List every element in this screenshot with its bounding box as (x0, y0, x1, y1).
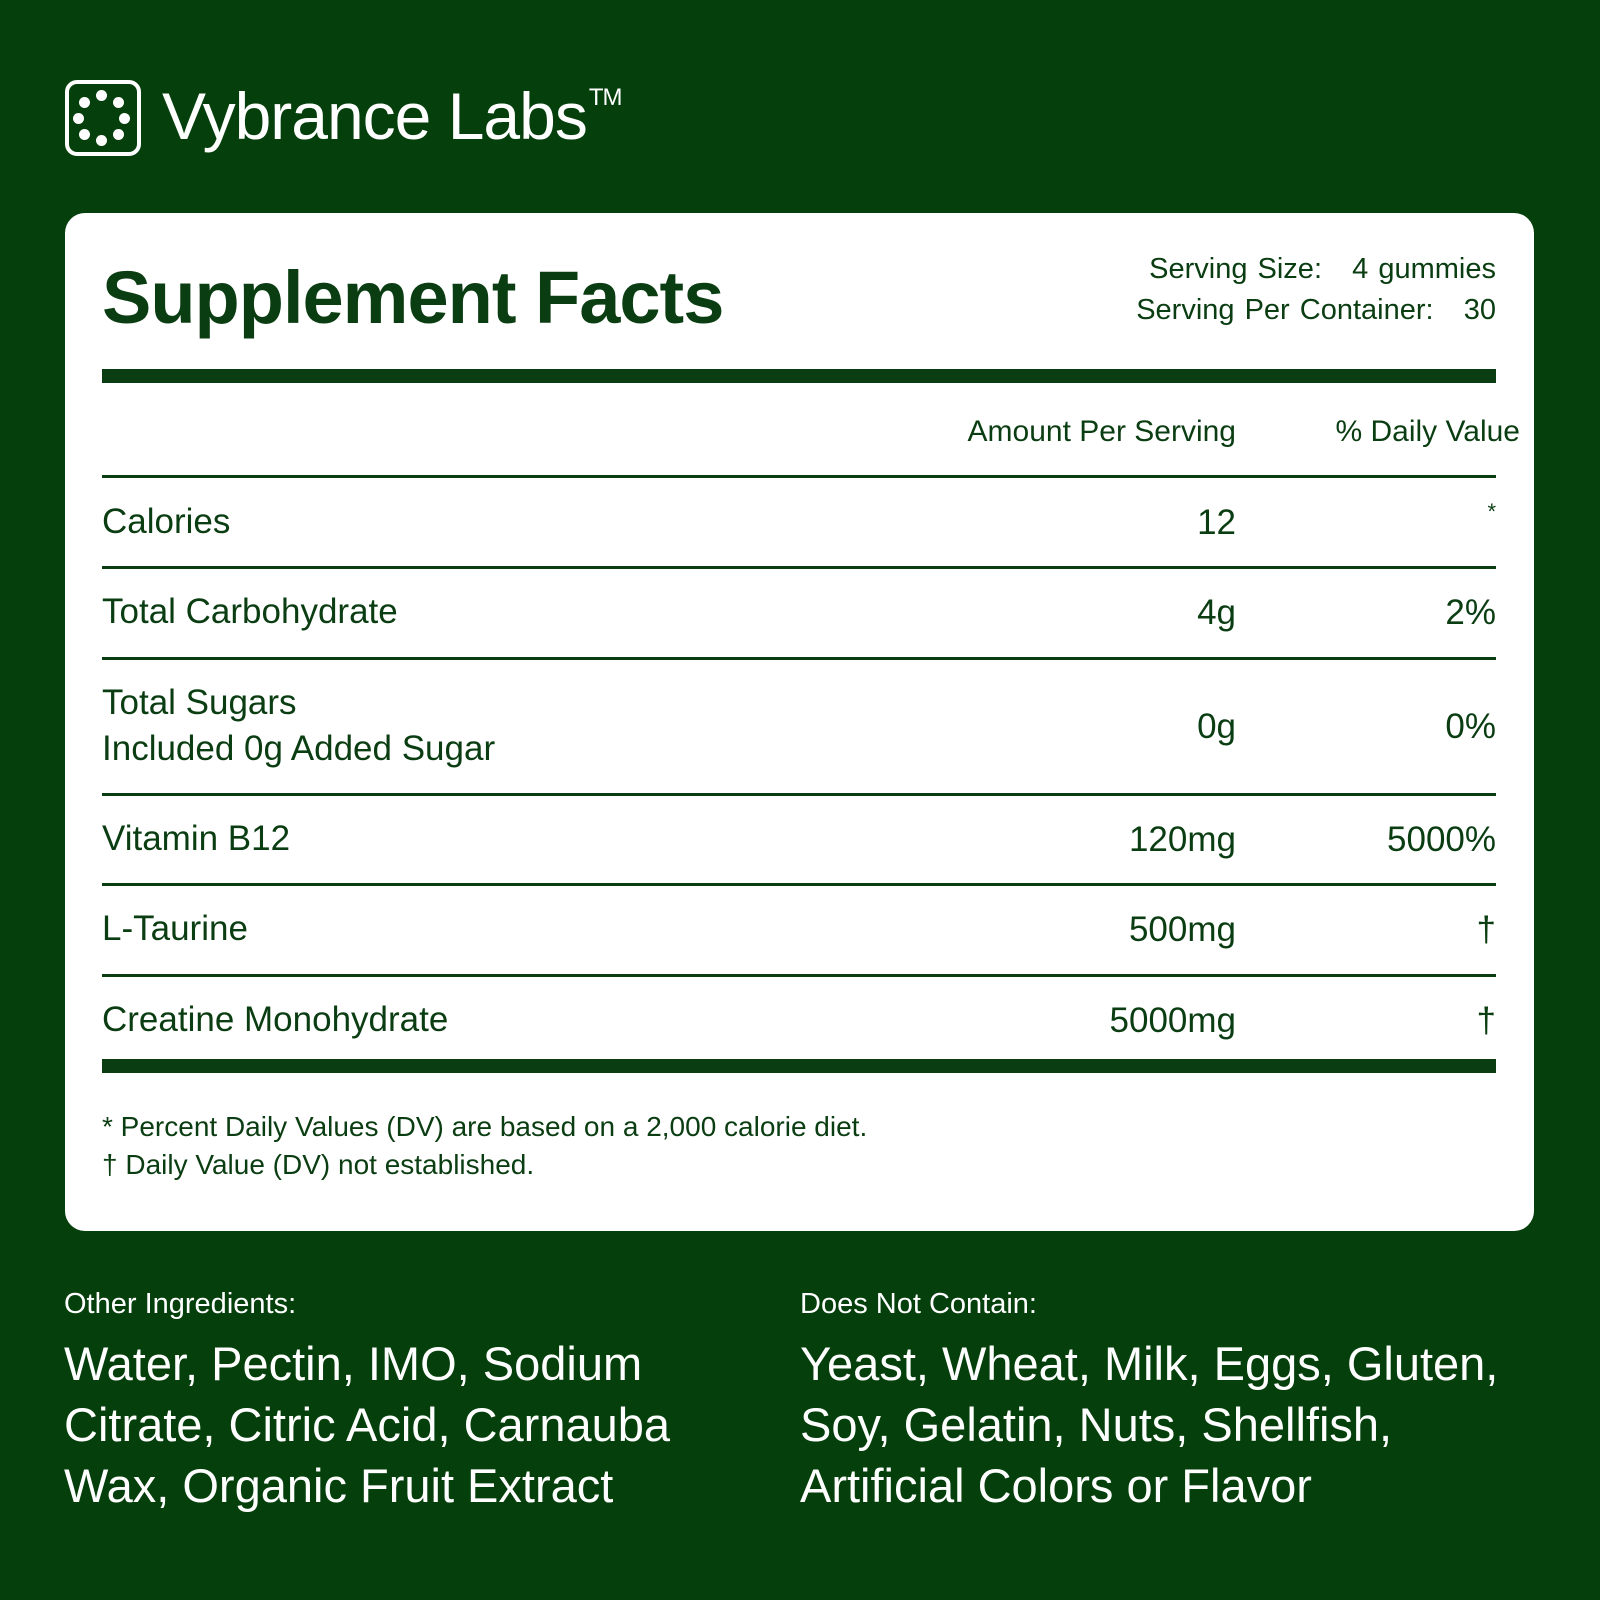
divider (102, 793, 1496, 796)
row-amount: 0g (1197, 707, 1236, 746)
row-amount: 12 (1197, 503, 1236, 542)
row-dv: * (1487, 499, 1496, 524)
row-amount: 5000mg (1109, 1001, 1236, 1040)
row-dv: † (1476, 910, 1496, 949)
row-dv: † (1476, 1001, 1496, 1040)
divider-thick (102, 369, 1496, 383)
row-dv: 5000% (1387, 820, 1496, 859)
supplement-facts-panel: Supplement Facts Serving Size: 4 gummies… (65, 213, 1534, 1231)
logo-icon (65, 80, 141, 156)
row-amount: 500mg (1128, 910, 1236, 949)
row-name: Calories (102, 502, 231, 541)
divider (102, 657, 1496, 660)
does-not-contain-text: Yeast, Wheat, Milk, Eggs, Gluten, Soy, G… (800, 1337, 1499, 1512)
footnote-dv: * Percent Daily Values (DV) are based on… (102, 1111, 868, 1142)
other-ingredients-label: Other Ingredients: (64, 1288, 297, 1320)
divider (102, 566, 1496, 569)
does-not-contain-label: Does Not Contain: (800, 1288, 1037, 1320)
row-amount: 4g (1197, 593, 1236, 632)
divider-thick (102, 1059, 1496, 1073)
row-name: Vitamin B12 (102, 819, 291, 858)
row-amount: 120mg (1128, 820, 1236, 859)
brand-name: Vybrance LabsTM (162, 78, 622, 154)
row-name: Total Sugars (102, 683, 297, 722)
servings-per-container: Serving Per Container: 30 (1136, 294, 1496, 326)
row-dv: 0% (1445, 707, 1496, 746)
trademark: TM (588, 84, 623, 111)
divider (102, 883, 1496, 886)
brand-text: Vybrance Labs (162, 79, 588, 153)
row-subname: Included 0g Added Sugar (102, 729, 496, 768)
divider (102, 475, 1496, 478)
other-ingredients-text: Water, Pectin, IMO, Sodium Citrate, Citr… (64, 1337, 671, 1512)
footnote-not-established: † Daily Value (DV) not established. (102, 1149, 535, 1180)
row-name: Creatine Monohydrate (102, 1000, 449, 1039)
row-name: L-Taurine (102, 909, 248, 948)
serving-size: Serving Size: 4 gummies (1149, 253, 1496, 285)
dv-header: % Daily Value (1335, 415, 1520, 448)
divider (102, 974, 1496, 977)
page-title: Supplement Facts (102, 256, 724, 339)
row-name: Total Carbohydrate (102, 592, 398, 631)
amount-header: Amount Per Serving (967, 415, 1236, 448)
row-dv: 2% (1445, 593, 1496, 632)
